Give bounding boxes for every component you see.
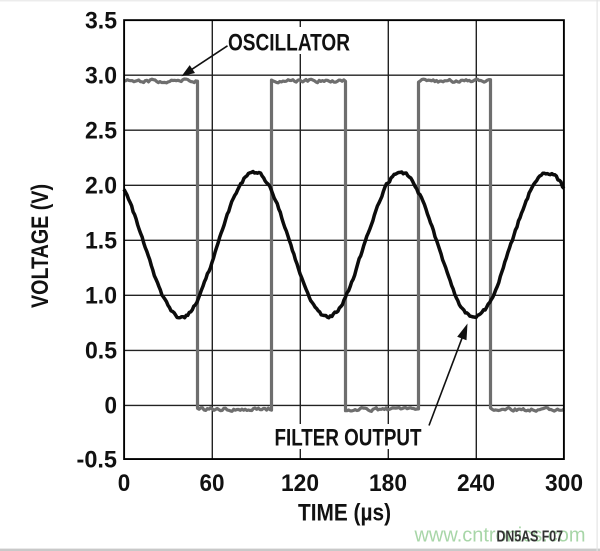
svg-text:DN5AS F07: DN5AS F07 (497, 528, 564, 545)
svg-text:3.5: 3.5 (85, 8, 117, 34)
svg-text:300: 300 (545, 471, 583, 497)
svg-text:0.5: 0.5 (85, 338, 117, 364)
svg-text:2.0: 2.0 (85, 173, 117, 199)
svg-text:OSCILLATOR: OSCILLATOR (228, 30, 350, 56)
svg-text:VOLTAGE (V): VOLTAGE (V) (28, 184, 54, 308)
svg-text:TIME (µs): TIME (µs) (298, 500, 391, 526)
svg-text:240: 240 (457, 471, 495, 497)
svg-text:0: 0 (105, 393, 118, 419)
svg-text:180: 180 (369, 471, 407, 497)
svg-text:2.5: 2.5 (85, 118, 117, 144)
svg-text:FILTER OUTPUT: FILTER OUTPUT (275, 425, 422, 451)
svg-text:-0.5: -0.5 (77, 447, 118, 473)
svg-text:120: 120 (281, 471, 319, 497)
svg-text:60: 60 (200, 471, 225, 497)
svg-text:1.0: 1.0 (85, 283, 117, 309)
svg-text:3.0: 3.0 (85, 63, 117, 89)
svg-text:www.cntronics.com: www.cntronics.com (414, 525, 586, 547)
svg-text:1.5: 1.5 (85, 228, 117, 254)
svg-text:0: 0 (118, 471, 131, 497)
